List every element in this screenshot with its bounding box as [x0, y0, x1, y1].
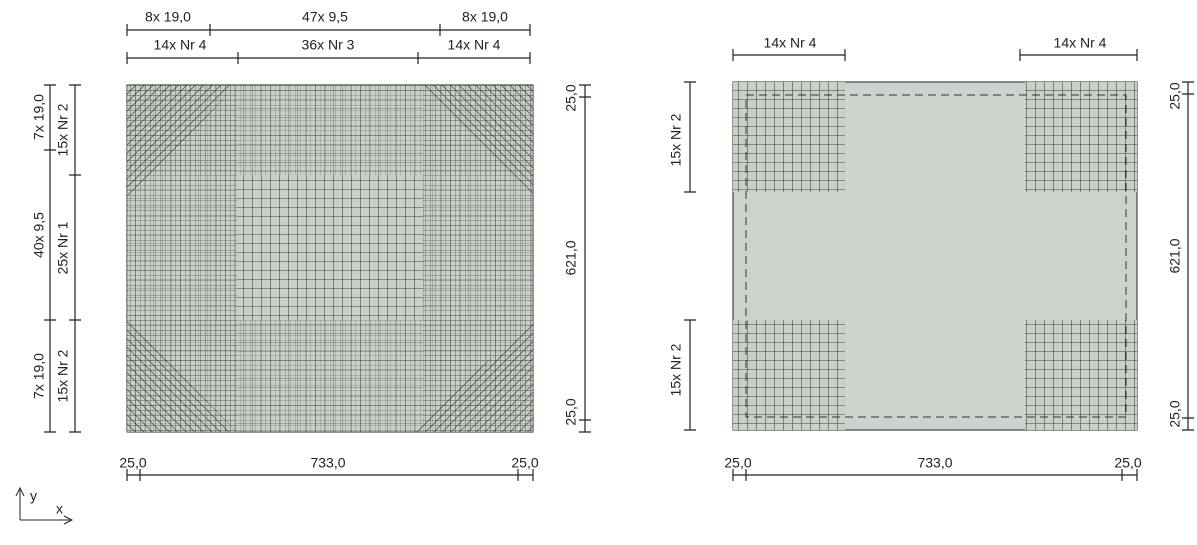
bar-label: 25x Nr 1 [55, 221, 71, 274]
dimension-label: 733,0 [310, 455, 345, 471]
bar-label: 14x Nr 4 [1054, 35, 1107, 51]
dimension-label: 621,0 [563, 240, 579, 275]
bar-label: 14x Nr 4 [448, 37, 501, 53]
dimension-label: 25,0 [563, 84, 579, 111]
bar-label: 15x Nr 2 [668, 113, 684, 166]
dimension-label: 7x 19,0 [31, 94, 47, 140]
dimension-label: 621,0 [1167, 238, 1183, 273]
dimension-label: 25,0 [119, 455, 146, 471]
dimension-label: 25,0 [1167, 82, 1183, 109]
bar-label: 15x Nr 2 [55, 103, 71, 156]
dimension-label: 40x 9,5 [31, 212, 47, 258]
dimension-label: 25,0 [511, 455, 538, 471]
dimension-label: 25,0 [1114, 455, 1141, 471]
dimension-label: 7x 19,0 [31, 353, 47, 399]
bar-label: 14x Nr 4 [764, 35, 817, 51]
dimension-label: 733,0 [917, 455, 952, 471]
dimension-label: 47x 9,5 [302, 9, 348, 25]
bar-label: 14x Nr 4 [154, 37, 207, 53]
axis-label: x [56, 501, 63, 517]
dimension-label: 8x 19,0 [462, 9, 508, 25]
axis-label: y [30, 488, 37, 504]
bar-label: 15x Nr 2 [55, 349, 71, 402]
bar-label: 36x Nr 3 [302, 37, 355, 53]
dimension-label: 25,0 [724, 455, 751, 471]
axis-symbol [16, 488, 72, 524]
dimension-label: 8x 19,0 [145, 9, 191, 25]
right-slab [733, 82, 1137, 430]
dimension-label: 25,0 [563, 398, 579, 425]
left-slab [127, 85, 533, 432]
bar-label: 15x Nr 2 [668, 343, 684, 396]
drawing: 8x 19,0 47x 9,5 8x 19,0 14x Nr 4 36x Nr … [0, 0, 1197, 545]
dimension-label: 25,0 [1167, 400, 1183, 427]
